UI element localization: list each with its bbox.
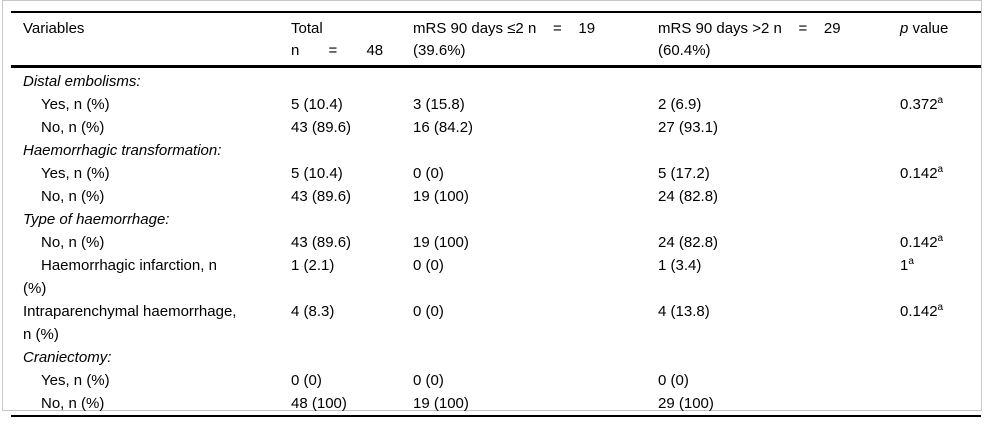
- table-row: Yes, n (%) 5 (10.4) 0 (0) 5 (17.2) 0.142a: [11, 162, 981, 185]
- header-mrs-gt2: mRS 90 days >2 n = 29 (60.4%): [658, 12, 900, 68]
- cell-variable: No, n (%): [41, 188, 105, 205]
- cell-variable: No, n (%): [41, 395, 105, 412]
- table-row: Type of haemorrhage:: [11, 208, 981, 231]
- cell-p-value: [900, 346, 981, 369]
- table-row: Yes, n (%) 0 (0) 0 (0) 0 (0): [11, 369, 981, 392]
- cell-total: 48 (100): [291, 395, 347, 412]
- cell-p-value: 1a: [900, 256, 914, 275]
- table-row: Distal embolisms:: [11, 67, 981, 94]
- outcomes-table: Variables Total n = 48 mRS 90 days ≤2 n …: [11, 11, 981, 417]
- figure-frame: Variables Total n = 48 mRS 90 days ≤2 n …: [2, 0, 982, 417]
- table-row: No, n (%) 48 (100) 19 (100) 29 (100): [11, 392, 981, 416]
- cell-variable: Yes, n (%): [41, 372, 110, 389]
- cell-total: 43 (89.6): [291, 119, 352, 136]
- cell-total: 43 (89.6): [291, 234, 352, 251]
- p-value-rest: value: [908, 20, 949, 37]
- cell-variable: Intraparenchymal haemorrhage, n (%): [23, 303, 237, 343]
- cell-mrs-gt2: [658, 208, 900, 231]
- cell-p-value: [900, 369, 981, 392]
- cell-mrs-gt2: 24 (82.8): [658, 234, 719, 251]
- cell-p-value: 0.142a: [900, 233, 944, 252]
- cell-total: 43 (89.6): [291, 188, 352, 205]
- cell-mrs-gt2: [658, 346, 900, 369]
- cell-mrs-le2: [413, 208, 658, 231]
- cell-total: 5 (10.4): [291, 165, 343, 182]
- cell-total: 1 (2.1): [291, 257, 335, 274]
- cell-variable: Yes, n (%): [41, 96, 110, 113]
- cell-mrs-le2: 16 (84.2): [413, 119, 474, 136]
- footnote-marker: a: [937, 233, 944, 244]
- table-row: Intraparenchymal haemorrhage, n (%) 4 (8.…: [11, 300, 981, 346]
- cell-mrs-gt2: 0 (0): [658, 372, 689, 389]
- cell-variable: Haemorrhagic transformation:: [23, 142, 222, 159]
- cell-variable: No, n (%): [41, 234, 105, 251]
- cell-mrs-gt2: [658, 67, 900, 94]
- cell-p-value: 0.142a: [900, 302, 944, 321]
- cell-mrs-gt2: [658, 139, 900, 162]
- table-row: Haemorrhagic transformation:: [11, 139, 981, 162]
- table-header: Variables Total n = 48 mRS 90 days ≤2 n …: [11, 12, 981, 68]
- cell-variable: Yes, n (%): [41, 165, 110, 182]
- cell-total: 0 (0): [291, 372, 322, 389]
- table-row: Yes, n (%) 5 (10.4) 3 (15.8) 2 (6.9) 0.372a: [11, 93, 981, 116]
- cell-total: [291, 139, 413, 162]
- cell-mrs-le2: 19 (100): [413, 188, 469, 205]
- table-row: No, n (%) 43 (89.6) 19 (100) 24 (82.8): [11, 185, 981, 208]
- cell-total: 4 (8.3): [291, 303, 335, 320]
- header-row: Variables Total n = 48 mRS 90 days ≤2 n …: [11, 12, 981, 68]
- header-p-value: p value: [900, 12, 981, 68]
- table-body: Distal embolisms: Yes, n (%) 5 (10.4) 3 (15…: [11, 67, 981, 417]
- cell-variable: Distal embolisms:: [23, 73, 141, 90]
- cell-mrs-le2: 19 (100): [413, 234, 469, 251]
- cell-p-value: 0.142a: [900, 164, 944, 183]
- cell-p-value: [900, 392, 981, 416]
- cell-variable: Haemorrhagic infarction, n (%): [23, 257, 217, 297]
- cell-variable: Craniectomy:: [23, 349, 112, 366]
- cell-total: [291, 67, 413, 94]
- cell-variable: No, n (%): [41, 119, 105, 136]
- cell-p-value: [900, 67, 981, 94]
- cell-total: [291, 208, 413, 231]
- cell-mrs-gt2: 27 (93.1): [658, 119, 719, 136]
- cell-total: 5 (10.4): [291, 96, 343, 113]
- cell-p-value: [900, 116, 981, 139]
- footnote-marker: a: [937, 164, 944, 175]
- cell-mrs-le2: [413, 139, 658, 162]
- cell-p-value: [900, 139, 981, 162]
- p-value-italic-p: p: [900, 20, 909, 37]
- cell-mrs-le2: 3 (15.8): [413, 96, 465, 113]
- cell-mrs-le2: [413, 67, 658, 94]
- cell-mrs-le2: 0 (0): [413, 303, 444, 320]
- table-row: No, n (%) 43 (89.6) 16 (84.2) 27 (93.1): [11, 116, 981, 139]
- cell-p-value: [900, 208, 981, 231]
- cell-p-value: [900, 185, 981, 208]
- table-row: Craniectomy:: [11, 346, 981, 369]
- cell-total: [291, 346, 413, 369]
- cell-mrs-gt2: 29 (100): [658, 395, 714, 412]
- cell-mrs-gt2: 1 (3.4): [658, 257, 702, 274]
- table-row: Haemorrhagic infarction, n (%) 1 (2.1) 0 (…: [11, 254, 981, 300]
- cell-mrs-le2: 19 (100): [413, 395, 469, 412]
- footnote-marker: a: [908, 256, 914, 267]
- cell-mrs-le2: 0 (0): [413, 257, 444, 274]
- header-mrs-le2: mRS 90 days ≤2 n = 19 (39.6%): [413, 12, 658, 68]
- footnote-marker: a: [937, 95, 944, 106]
- cell-mrs-gt2: 4 (13.8): [658, 303, 710, 320]
- cell-mrs-gt2: 24 (82.8): [658, 188, 719, 205]
- header-variables: Variables: [11, 12, 291, 68]
- cell-p-value: 0.372a: [900, 95, 944, 114]
- cell-mrs-gt2: 2 (6.9): [658, 96, 702, 113]
- cell-mrs-le2: 0 (0): [413, 165, 444, 182]
- cell-mrs-le2: [413, 346, 658, 369]
- cell-mrs-le2: 0 (0): [413, 372, 444, 389]
- header-total: Total n = 48: [291, 12, 413, 68]
- cell-mrs-gt2: 5 (17.2): [658, 165, 710, 182]
- footnote-marker: a: [937, 302, 944, 313]
- table-row: No, n (%) 43 (89.6) 19 (100) 24 (82.8) 0.142…: [11, 231, 981, 254]
- cell-variable: Type of haemorrhage:: [23, 211, 170, 228]
